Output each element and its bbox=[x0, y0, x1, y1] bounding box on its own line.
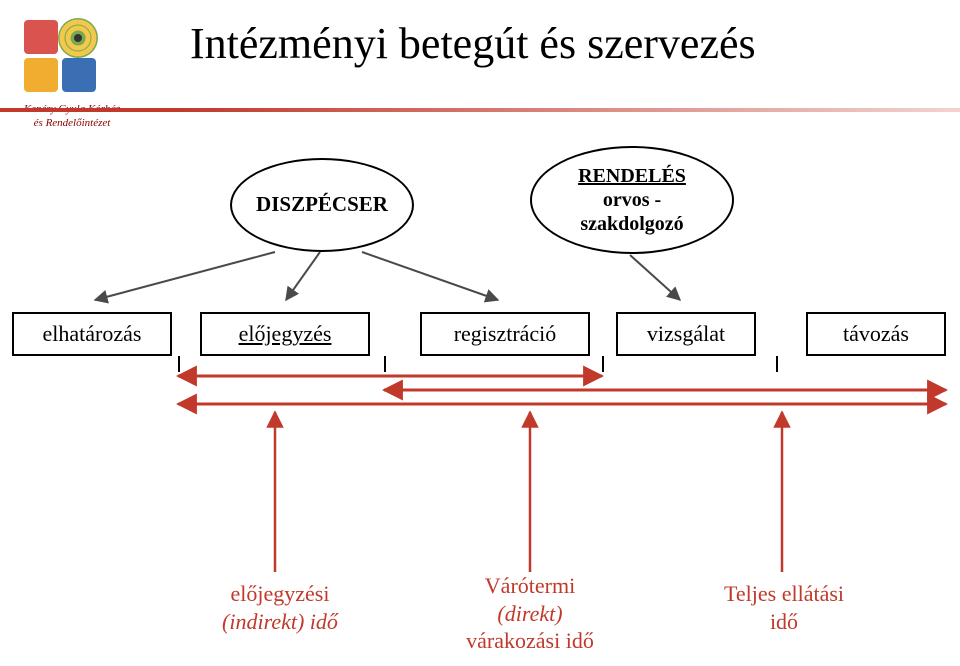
time-label-line: várakozási idő bbox=[430, 627, 630, 655]
dispatcher-ellipse: DISZPÉCSER bbox=[230, 158, 414, 252]
time-label-teljes: Teljes ellátásiidő bbox=[684, 580, 884, 635]
ellipse-to-process-arrow bbox=[362, 252, 498, 300]
title-divider bbox=[0, 108, 960, 112]
time-label-line: idő bbox=[684, 608, 884, 636]
ellipse-to-process-arrow bbox=[630, 255, 680, 300]
process-step-vizsgalat: vizsgálat bbox=[616, 312, 756, 356]
time-label-line: Teljes ellátási bbox=[684, 580, 884, 608]
time-label-line: (direkt) bbox=[430, 600, 630, 628]
slide-canvas: Kenézy Gyula Kórház és Rendelőintézet In… bbox=[0, 0, 960, 666]
time-label-direkt: Várótermi(direkt)várakozási idő bbox=[430, 572, 630, 655]
process-step-label: vizsgálat bbox=[647, 321, 725, 347]
process-separator bbox=[602, 356, 604, 372]
appointment-ellipse: RENDELÉS orvos - szakdolgozó bbox=[530, 146, 734, 254]
process-step-regisztracio: regisztráció bbox=[420, 312, 590, 356]
process-separator bbox=[776, 356, 778, 372]
page-title: Intézményi betegút és szervezés bbox=[190, 18, 756, 69]
process-separator bbox=[178, 356, 180, 372]
process-step-label: távozás bbox=[843, 321, 909, 347]
appointment-ellipse-text: RENDELÉS orvos - szakdolgozó bbox=[578, 164, 686, 236]
time-label-line: Várótermi bbox=[430, 572, 630, 600]
time-label-indirekt: előjegyzési(indirekt) idő bbox=[180, 580, 380, 635]
ellipse-to-process-arrow bbox=[286, 252, 320, 300]
appointment-line2: orvos - bbox=[578, 188, 686, 212]
time-label-line: előjegyzési bbox=[180, 580, 380, 608]
appointment-line1: RENDELÉS bbox=[578, 164, 686, 188]
process-step-label: regisztráció bbox=[454, 321, 557, 347]
process-step-label: előjegyzés bbox=[239, 321, 332, 347]
process-step-tavozas: távozás bbox=[806, 312, 946, 356]
appointment-line3: szakdolgozó bbox=[578, 212, 686, 236]
time-label-line: (indirekt) idő bbox=[180, 608, 380, 636]
ellipse-to-process-arrow bbox=[95, 252, 275, 300]
logo-line2: és Rendelőintézet bbox=[34, 117, 112, 129]
dispatcher-label: DISZPÉCSER bbox=[256, 192, 388, 217]
process-step-label: elhatározás bbox=[43, 321, 142, 347]
process-step-elhatarozas: elhatározás bbox=[12, 312, 172, 356]
process-step-elojegyzes: előjegyzés bbox=[200, 312, 370, 356]
kenezy-logo: Kenézy Gyula Kórház és Rendelőintézet bbox=[12, 12, 132, 142]
process-separator bbox=[384, 356, 386, 372]
